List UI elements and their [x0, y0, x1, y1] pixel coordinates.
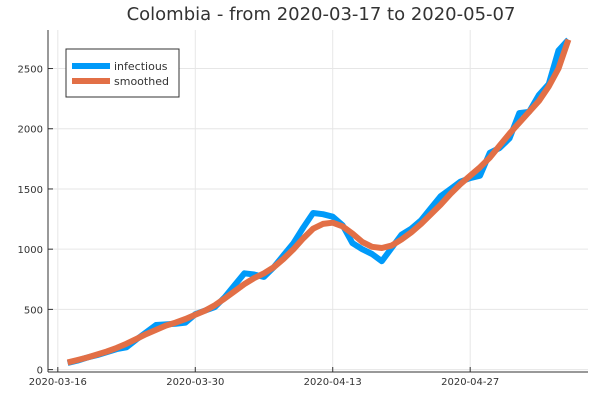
y-tick-label: 1500 — [18, 185, 43, 196]
axis-layer: 0 500 1000 1500 2000 2500 2020-03-16 2020-03-30… — [18, 30, 588, 388]
x-tick-label: 2020-04-27 — [441, 377, 499, 388]
legend-label-infectious: infectious — [114, 60, 168, 73]
x-tick-label: 2020-04-13 — [304, 377, 362, 388]
chart-title: Colombia - from 2020-03-17 to 2020-05-07 — [127, 4, 516, 25]
y-tick-label: 0 — [37, 366, 43, 377]
y-tick-label: 2000 — [18, 125, 43, 136]
x-tick-label: 2020-03-30 — [166, 377, 224, 388]
y-tick-label: 2500 — [18, 65, 43, 76]
legend-box — [65, 48, 180, 98]
series-line-smoothed — [66, 38, 572, 366]
legend-label-smoothed: smoothed — [114, 75, 169, 88]
legend: infectious smoothed — [65, 48, 180, 98]
series-layer — [66, 37, 572, 366]
x-tick-label: 2020-03-16 — [29, 377, 87, 388]
y-tick-label: 1000 — [18, 245, 43, 256]
y-tick-label: 500 — [24, 305, 43, 316]
